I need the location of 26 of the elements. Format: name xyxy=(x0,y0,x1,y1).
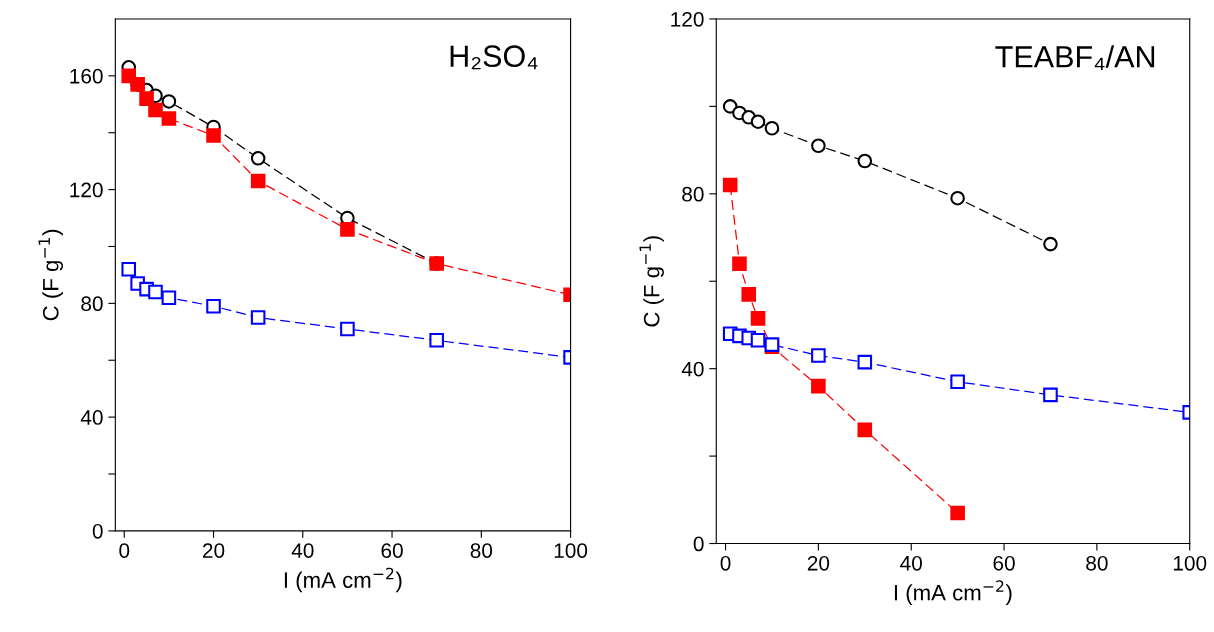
y-tick-label: 160 xyxy=(70,68,103,84)
x-tick-label: 60 xyxy=(381,543,403,558)
x-tick-label: 20 xyxy=(807,555,830,571)
y-tick-label: 0 xyxy=(92,523,103,539)
y-tick-label: 80 xyxy=(81,296,103,312)
y-tick-label: 120 xyxy=(70,182,103,198)
x-tick-label: 80 xyxy=(470,543,493,558)
x-tick-label: 80 xyxy=(1086,555,1108,571)
x-tick-label: 60 xyxy=(993,555,1015,571)
x-axis-title: I (mA cm$^{−2}$) xyxy=(894,580,1012,605)
annotation: H₂SO₄ xyxy=(450,45,538,70)
x-tick-label: 20 xyxy=(202,543,225,558)
y-tick-label: 80 xyxy=(682,186,704,202)
y-axis-title: C (F g$^{−1}$) xyxy=(639,236,664,327)
x-tick-label: 40 xyxy=(291,543,314,558)
y-tick-label: 40 xyxy=(681,361,704,377)
x-tick-label: 100 xyxy=(554,543,588,558)
x-tick-label: 0 xyxy=(720,555,731,571)
y-axis-title: C (F g$^{−1}$) xyxy=(38,229,64,321)
x-tick-label: 100 xyxy=(1173,555,1207,571)
y-tick-label: 120 xyxy=(671,11,704,27)
annotation: TEABF₄/AN xyxy=(995,45,1155,70)
x-tick-label: 40 xyxy=(900,555,922,571)
x-tick-label: 0 xyxy=(119,543,130,558)
y-tick-label: 40 xyxy=(80,410,103,425)
x-axis-title: I (mA cm$^{−2}$) xyxy=(284,567,402,593)
